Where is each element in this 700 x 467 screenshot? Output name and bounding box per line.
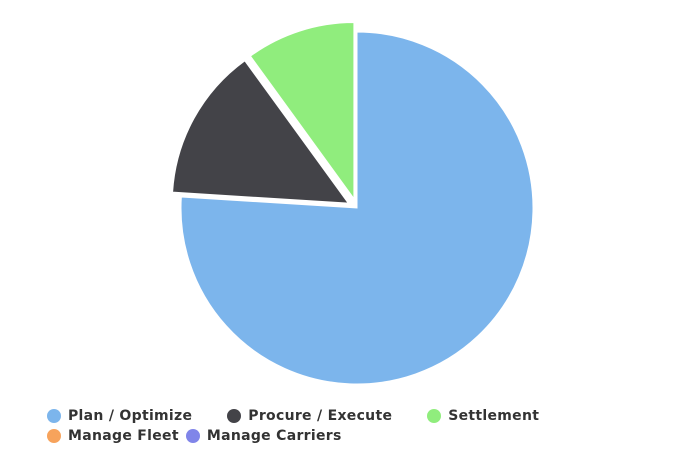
legend-label: Plan / Optimize (68, 408, 193, 424)
pie-slice-plan-optimize[interactable] (180, 31, 534, 385)
pie-slice-settlement[interactable] (249, 21, 355, 201)
legend-label: Manage Fleet (68, 428, 179, 444)
legend-item-plan-optimize[interactable]: Plan / Optimize (40, 406, 192, 426)
legend-marker (427, 409, 442, 423)
legend-item-settlement[interactable]: Settlement (420, 406, 539, 426)
legend-item-manage-fleet[interactable]: Manage Fleet (40, 426, 179, 446)
legend-marker (185, 429, 200, 443)
legend-marker (47, 429, 61, 443)
legend-label: Procure / Execute (248, 408, 393, 424)
legend-marker (227, 409, 242, 423)
legend-marker (47, 409, 61, 423)
legend-item-procure-execute[interactable]: Procure / Execute (220, 406, 392, 426)
legend: Plan / Optimize Procure / Execute Settleme… (40, 406, 680, 446)
legend-label: Settlement (448, 408, 540, 424)
legend-item-manage-carriers[interactable]: Manage Carriers (179, 426, 342, 446)
legend-label: Manage Carriers (206, 428, 342, 444)
pie-slice-procure-execute[interactable] (172, 60, 350, 204)
pie-chart (172, 21, 534, 385)
